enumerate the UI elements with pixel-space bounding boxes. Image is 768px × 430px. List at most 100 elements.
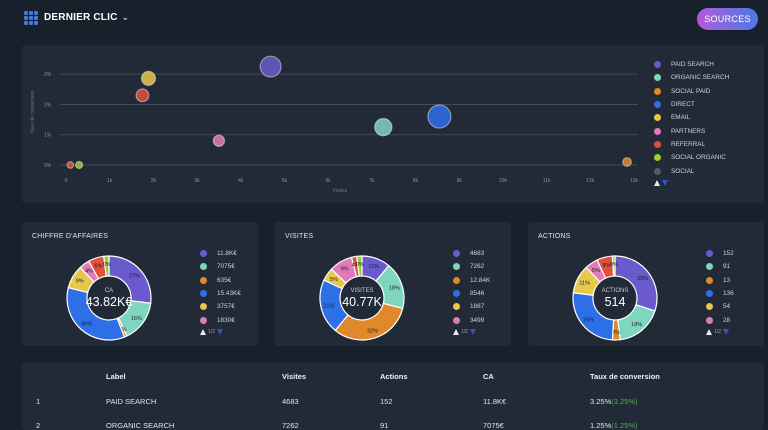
row-actions: 152 <box>380 397 393 406</box>
donut-legend: 4683 7262 12.84K 8546 1887 3499 1/2 <box>453 247 490 337</box>
scatter-point[interactable] <box>374 117 393 137</box>
row-visites: 7262 <box>282 421 299 430</box>
legend-value: 91 <box>723 263 731 271</box>
x-tick-label: 12k <box>586 178 595 184</box>
legend-item[interactable]: PAID SEARCH <box>654 58 729 71</box>
attribution-model-selector[interactable]: DERNIER CLIC ⌄ <box>44 12 129 23</box>
legend-item[interactable]: 136 <box>706 287 734 300</box>
y-tick-label: 2% <box>44 102 52 108</box>
x-tick-label: 0 <box>65 178 68 184</box>
pager-up-icon[interactable] <box>654 179 660 186</box>
legend-dot <box>654 127 661 135</box>
row-label: ORGANIC SEARCH <box>106 421 175 430</box>
legend-value: 635€ <box>217 276 232 284</box>
y-tick-label: 3% <box>44 72 52 78</box>
legend-item[interactable]: SOCIAL ORGANIC <box>654 151 729 164</box>
donut-slice[interactable] <box>611 255 616 277</box>
scatter-point[interactable] <box>66 161 75 169</box>
legend-item[interactable]: REFERRAL <box>654 138 729 151</box>
slice-label: 0% <box>356 262 364 268</box>
legend-item[interactable]: 54 <box>706 300 734 313</box>
slice-label: 11% <box>368 264 379 270</box>
legend-label: ORGANIC SEARCH <box>671 74 730 82</box>
legend-item[interactable]: PARTNERS <box>654 124 729 137</box>
donut-center-label: CA <box>105 288 113 294</box>
donut-legend: 152 91 13 136 54 28 1/2 <box>706 247 734 337</box>
header-label[interactable]: Label <box>106 372 126 381</box>
header-ca[interactable]: CA <box>483 372 494 381</box>
legend-item[interactable]: 28 <box>706 313 734 326</box>
pager-up-icon[interactable] <box>706 328 712 335</box>
legend-dot <box>654 87 661 95</box>
legend-dot <box>654 140 661 148</box>
donut-center-value: 40.77K <box>342 295 382 309</box>
legend-value: 136 <box>723 290 734 298</box>
scatter-chart: 0% 1% 2% 3% 0 1k 2k 3k 4k 5k 6k 7k 8k 9k 10k 11k 12k 13k V… <box>30 55 639 194</box>
legend-item[interactable]: EMAIL <box>654 111 729 124</box>
scatter-point[interactable] <box>259 55 282 78</box>
legend-item[interactable]: 7262 <box>453 260 490 273</box>
legend-item[interactable]: DIRECT <box>654 98 729 111</box>
x-tick-label: 3k <box>194 178 200 184</box>
legend-item[interactable]: 1887 <box>453 300 490 313</box>
legend-item[interactable]: 4683 <box>453 247 490 260</box>
legend-item[interactable]: 1830€ <box>200 313 241 326</box>
pager-up-icon[interactable] <box>453 328 459 335</box>
scatter-panel: 0% 1% 2% 3% 0 1k 2k 3k 4k 5k 6k 7k 8k 9k 10k 11k 12k 13k V… <box>22 45 764 203</box>
row-rate: 1.25%(1.25%) <box>590 421 638 430</box>
scatter-point[interactable] <box>140 70 157 86</box>
legend-dot <box>200 290 207 298</box>
header-conversion-rate[interactable]: Taux de conversion <box>590 372 660 381</box>
scatter-point[interactable] <box>622 157 632 167</box>
legend-item[interactable]: 152 <box>706 247 734 260</box>
legend-dot <box>654 61 661 69</box>
row-index: 2 <box>36 421 41 430</box>
legend-item[interactable]: SOCIAL PAID <box>654 85 729 98</box>
scatter-point[interactable] <box>74 160 84 170</box>
slice-label: 21% <box>323 303 334 309</box>
legend-value: 152 <box>723 250 734 258</box>
header-actions[interactable]: Actions <box>380 372 408 381</box>
scatter-point[interactable] <box>212 134 226 147</box>
row-rate-value: 1.25% <box>590 421 612 430</box>
slice-label: 30% <box>637 276 648 282</box>
legend-dot <box>453 263 460 271</box>
legend-item[interactable]: 13 <box>706 274 734 287</box>
pager-up-icon[interactable] <box>200 328 206 335</box>
legend-item[interactable]: ORGANIC SEARCH <box>654 71 729 84</box>
donut-slice[interactable] <box>103 255 110 277</box>
pager-text: 1/2 <box>714 328 721 335</box>
legend-item[interactable]: 3757€ <box>200 300 241 313</box>
app-grid-icon[interactable] <box>24 11 38 25</box>
pager-down-icon[interactable] <box>216 328 223 335</box>
legend-item[interactable]: 91 <box>706 260 734 273</box>
slice-label: 4% <box>352 263 360 269</box>
donut-slice[interactable] <box>66 286 126 341</box>
x-tick-label: 11k <box>543 178 551 184</box>
donut-slice[interactable] <box>356 255 363 277</box>
x-axis-label: Visites <box>333 188 348 194</box>
pager-down-icon[interactable] <box>662 179 668 186</box>
legend-item[interactable]: 8546 <box>453 287 490 300</box>
legend-item[interactable]: 12.84K <box>453 274 490 287</box>
legend-item[interactable]: 11.8K€ <box>200 247 241 260</box>
legend-item[interactable]: SOCIAL <box>654 164 729 177</box>
legend-item[interactable]: 7075€ <box>200 260 241 273</box>
legend-value: 4683 <box>470 250 485 258</box>
donut-legend: 11.8K€ 7075€ 635€ 15.43K€ 3757€ 1830€ 1/2 <box>200 247 241 337</box>
pager-down-icon[interactable] <box>469 328 476 335</box>
scatter-point[interactable] <box>135 88 150 103</box>
legend-dot <box>453 250 460 258</box>
scatter-point[interactable] <box>427 104 452 129</box>
legend-item[interactable]: 3499 <box>453 313 490 326</box>
sources-button[interactable]: SOURCES <box>697 8 758 30</box>
legend-item[interactable]: 15.43K€ <box>200 287 241 300</box>
pager-down-icon[interactable] <box>722 328 729 335</box>
row-label: PAID SEARCH <box>106 397 157 406</box>
slice-label: 11% <box>579 281 590 287</box>
legend-item[interactable]: 635€ <box>200 274 241 287</box>
legend-value: 8546 <box>470 290 485 298</box>
header-visites[interactable]: Visites <box>282 372 307 381</box>
